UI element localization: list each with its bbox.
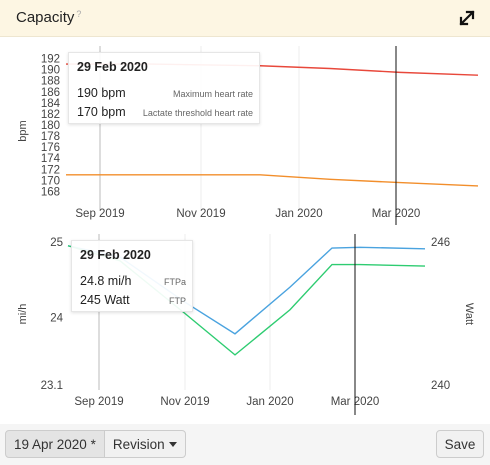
ftp-tooltip-row: 24.8 mi/h FTPa bbox=[80, 274, 186, 290]
panel-title: Capacity? bbox=[16, 9, 81, 26]
y-tick-label: 172 bbox=[41, 164, 60, 176]
series-line bbox=[66, 174, 479, 187]
y-tick-label-right: 240 bbox=[431, 380, 450, 392]
y-tick-label: 170 bbox=[41, 175, 60, 187]
tooltip-value: 245 Watt bbox=[80, 293, 130, 307]
tooltip-value: 190 bpm bbox=[77, 86, 126, 100]
x-tick-label: Jan 2020 bbox=[275, 208, 322, 220]
x-tick-label: Nov 2019 bbox=[160, 396, 209, 408]
y-tick-label: 186 bbox=[41, 87, 60, 99]
y-tick-label: 174 bbox=[41, 153, 61, 165]
y-tick-label: 178 bbox=[41, 131, 60, 143]
caret-down-icon bbox=[168, 441, 177, 447]
revision-dropdown-button[interactable]: Revision bbox=[104, 430, 186, 458]
y-tick-label: 180 bbox=[41, 120, 60, 132]
ftp-y-label-right: Watt bbox=[463, 303, 475, 325]
y-tick-label: 182 bbox=[41, 109, 60, 121]
x-tick-label: Jan 2020 bbox=[246, 396, 293, 408]
tooltip-label: FTP bbox=[169, 296, 186, 306]
y-tick-label: 190 bbox=[41, 65, 60, 77]
revision-label: Revision bbox=[112, 436, 165, 452]
tooltip-value: 24.8 mi/h bbox=[80, 274, 132, 288]
y-tick-label: 184 bbox=[41, 98, 61, 110]
expand-icon[interactable] bbox=[458, 9, 476, 27]
y-tick-label-right: 246 bbox=[431, 237, 450, 249]
y-tick-label-left: 25 bbox=[50, 237, 63, 249]
y-tick-label-left: 23.1 bbox=[41, 380, 63, 392]
heart-rate-y-label: bpm bbox=[17, 120, 29, 141]
ftp-tooltip-date: 29 Feb 2020 bbox=[80, 248, 151, 262]
ftp-tooltip-row: 245 Watt FTP bbox=[80, 293, 186, 309]
x-tick-label: Sep 2019 bbox=[75, 208, 124, 220]
heart-rate-tooltip-date: 29 Feb 2020 bbox=[77, 60, 148, 74]
ftp-y-label-left: mi/h bbox=[17, 304, 29, 325]
x-tick-label: Nov 2019 bbox=[176, 208, 225, 220]
revision-button-group: 19 Apr 2020 * Revision bbox=[5, 430, 186, 458]
heart-rate-x-axis: Sep 2019 Nov 2019 Jan 2020 Mar 2020 bbox=[75, 208, 420, 220]
panel-header: Capacity? bbox=[0, 0, 490, 37]
y-tick-label: 192 bbox=[41, 54, 60, 66]
date-button[interactable]: 19 Apr 2020 * bbox=[5, 430, 105, 458]
help-icon[interactable]: ? bbox=[76, 9, 82, 19]
y-tick-label-left: 24 bbox=[50, 312, 63, 324]
footer-bar: 19 Apr 2020 * Revision Save bbox=[0, 424, 490, 465]
heart-rate-tooltip-row: 190 bpm Maximum heart rate bbox=[77, 86, 253, 102]
y-tick-label: 168 bbox=[41, 186, 60, 198]
y-tick-label: 188 bbox=[41, 76, 60, 88]
tooltip-label: Lactate threshold heart rate bbox=[142, 108, 253, 118]
heart-rate-tooltip: 29 Feb 2020 190 bpm Maximum heart rate 1… bbox=[68, 52, 260, 124]
ftp-tooltip: 29 Feb 2020 24.8 mi/h FTPa 245 Watt FTP bbox=[71, 240, 193, 312]
heart-rate-tooltip-row: 170 bpm Lactate threshold heart rate bbox=[77, 105, 253, 121]
tooltip-value: 170 bpm bbox=[77, 105, 126, 119]
save-button[interactable]: Save bbox=[436, 430, 484, 458]
ftp-y-axis: 23.1 24 25 240 246 bbox=[41, 237, 451, 392]
panel-title-text: Capacity bbox=[16, 9, 75, 26]
x-tick-label: Sep 2019 bbox=[74, 396, 123, 408]
tooltip-label: FTPa bbox=[163, 277, 186, 287]
tooltip-label: Maximum heart rate bbox=[172, 89, 253, 99]
y-tick-label: 176 bbox=[41, 142, 60, 154]
